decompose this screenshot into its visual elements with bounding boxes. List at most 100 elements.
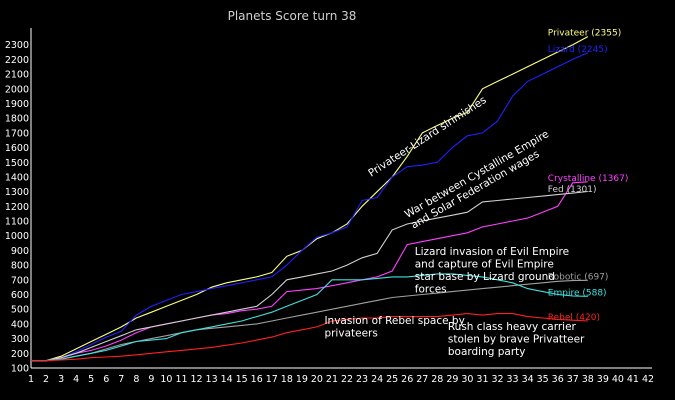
series-line-fed (31, 190, 588, 362)
x-tick-label: 37 (567, 374, 579, 385)
annotation-line: stolen by brave Privatteer (448, 333, 585, 345)
x-tick-label: 24 (371, 374, 383, 385)
annotation-line: boarding party (448, 346, 526, 358)
x-axis-ticks: 1 2 3 4 5 6 7 8 9 10 11 12 13 14 15 16 17 18 19 20 21 22 23 24 2… (28, 374, 654, 385)
x-tick-label: 34 (522, 374, 534, 385)
y-tick-label: 600 (11, 290, 29, 301)
x-tick-label: 26 (401, 374, 413, 385)
x-tick-label: 21 (326, 374, 338, 385)
y-tick-label: 1000 (5, 231, 29, 242)
x-tick-label: 19 (296, 374, 308, 385)
y-tick-label: 1800 (5, 114, 29, 125)
y-tick-label: 800 (11, 261, 29, 272)
x-tick-label: 10 (160, 374, 172, 385)
x-tick-label: 3 (58, 374, 64, 385)
x-tick-label: 1 (28, 374, 34, 385)
y-tick-label: 1300 (5, 187, 29, 198)
annotation-line: and capture of Evil Empire (415, 258, 554, 270)
y-tick-label: 700 (11, 275, 29, 286)
end-label-empire: Empire (588) (548, 288, 607, 298)
annotation-line: Lizard invasion of Evil Empire (415, 246, 569, 258)
x-tick-label: 32 (491, 374, 503, 385)
series-lines (31, 36, 589, 362)
annotation-line: star base by Lizard ground (415, 271, 555, 283)
x-tick-label: 9 (148, 374, 154, 385)
y-tick-label: 1600 (5, 143, 29, 154)
end-label-lizard: Lizard (2245) (548, 45, 608, 55)
y-tick-label: 1100 (5, 217, 29, 228)
x-tick-label: 4 (73, 374, 79, 385)
x-tick-label: 40 (612, 374, 624, 385)
x-tick-label: 29 (446, 374, 458, 385)
series-line-rebel (31, 313, 588, 362)
x-tick-label: 30 (461, 374, 473, 385)
end-label-robotic: Robotic (697) (548, 272, 609, 282)
end-label-fed: Fed (1301) (548, 185, 597, 195)
annotation-line: forces (415, 283, 447, 295)
y-tick-label: 1700 (5, 128, 29, 139)
series-line-empire (31, 273, 588, 362)
x-tick-label: 22 (341, 374, 353, 385)
x-tick-label: 27 (416, 374, 428, 385)
x-tick-label: 25 (386, 374, 398, 385)
x-tick-label: 13 (206, 374, 218, 385)
x-tick-label: 12 (190, 374, 202, 385)
x-tick-label: 41 (627, 374, 639, 385)
x-tick-label: 15 (236, 374, 248, 385)
series-end-labels: Privateer (2355) Lizard (2245) Crystalline… (548, 29, 629, 323)
x-tick-label: 2 (43, 374, 49, 385)
y-tick-label: 900 (11, 246, 29, 257)
annotation-line: Rush class heavy carrier (448, 321, 577, 333)
x-tick-label: 14 (221, 374, 233, 385)
x-tick-label: 35 (537, 374, 549, 385)
y-tick-label: 2000 (5, 84, 29, 95)
x-tick-label: 42 (642, 374, 654, 385)
x-tick-label: 8 (133, 374, 139, 385)
y-tick-label: 200 (11, 349, 29, 360)
y-tick-label: 1200 (5, 202, 29, 213)
end-label-privateer: Privateer (2355) (548, 29, 621, 39)
annotation-1: Privateer-Lizard slrimishes (366, 94, 488, 179)
end-label-crystalline: Crystalline (1367) (548, 174, 629, 184)
annotation-line: privateers (324, 327, 377, 339)
y-tick-label: 1900 (5, 99, 29, 110)
y-tick-label: 2200 (5, 55, 29, 66)
y-tick-label: 1400 (5, 172, 29, 183)
chart-axes (30, 28, 652, 369)
y-tick-label: 400 (11, 319, 29, 330)
y-tick-label: 300 (11, 334, 29, 345)
end-label-rebel: Rebel (420) (548, 313, 600, 323)
y-tick-label: 1500 (5, 158, 29, 169)
series-line-lizard (31, 52, 589, 362)
annotation-line: Privateer-Lizard slrimishes (366, 94, 488, 179)
x-tick-label: 6 (103, 374, 109, 385)
x-tick-label: 18 (281, 374, 293, 385)
x-tick-label: 17 (266, 374, 278, 385)
x-tick-label: 7 (118, 374, 124, 385)
x-tick-label: 31 (476, 374, 488, 385)
series-line-privateer (31, 36, 589, 362)
x-tick-label: 28 (431, 374, 443, 385)
series-line-crystalline (31, 181, 588, 362)
y-tick-label: 500 (11, 305, 29, 316)
y-tick-label: 2300 (5, 40, 29, 51)
x-tick-label: 36 (552, 374, 564, 385)
chart-title: Planets Score turn 38 (228, 9, 357, 23)
y-tick-label: 2100 (5, 70, 29, 81)
x-tick-label: 33 (507, 374, 519, 385)
x-tick-label: 11 (175, 374, 187, 385)
x-tick-label: 38 (582, 374, 594, 385)
x-tick-label: 20 (311, 374, 323, 385)
x-tick-label: 16 (251, 374, 263, 385)
y-axis-ticks: 100 200 300 400 500 600 700 800 900 1000 1100 1200 1… (5, 40, 29, 374)
x-tick-label: 39 (597, 374, 609, 385)
x-tick-label: 5 (88, 374, 94, 385)
y-tick-label: 100 (11, 364, 29, 375)
annotation-line: Invasion of Rebel space by (324, 315, 464, 327)
series-line-robotic (31, 279, 588, 362)
x-tick-label: 23 (356, 374, 368, 385)
